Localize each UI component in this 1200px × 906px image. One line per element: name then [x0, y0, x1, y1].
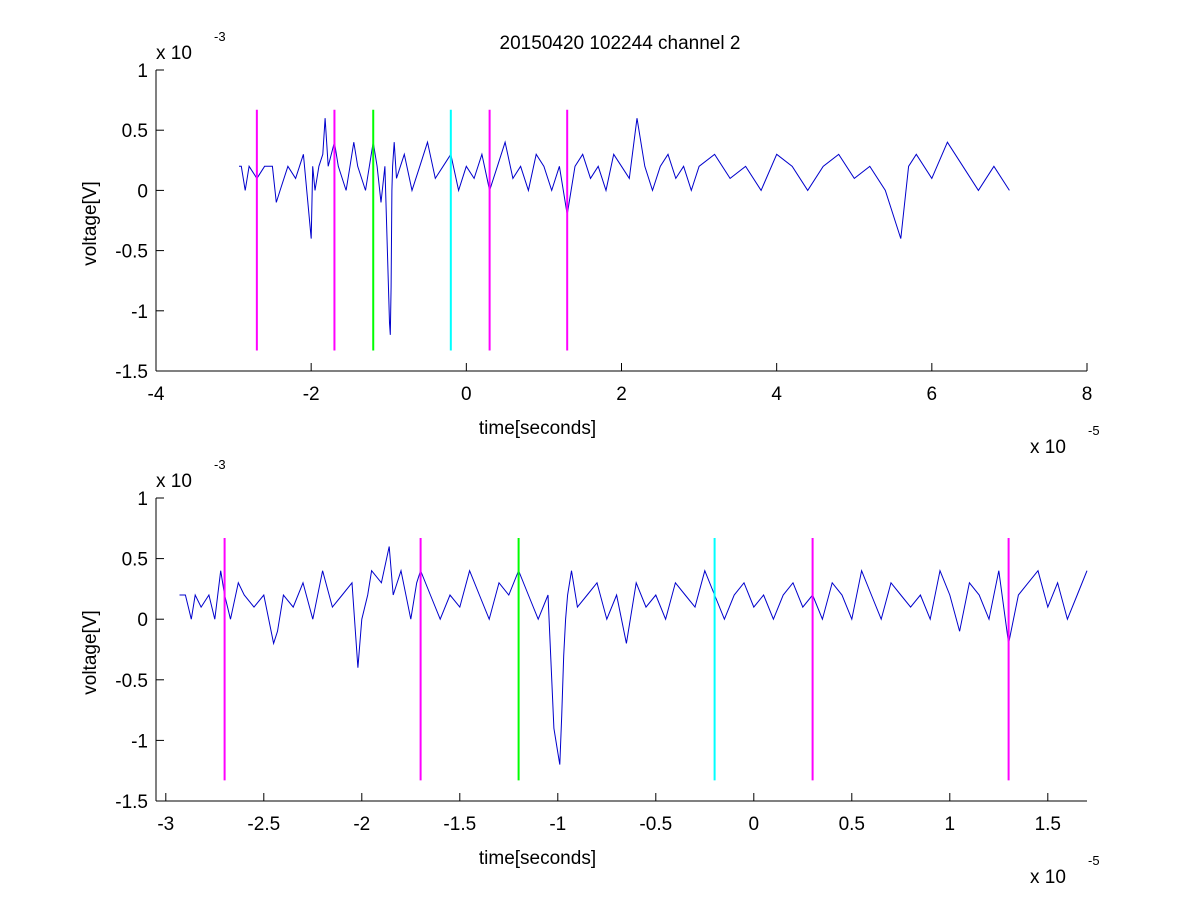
y-tick-label: 1 [137, 489, 148, 510]
x-tick-label: -2.5 [247, 814, 280, 835]
x-tick-label: 1.5 [1035, 814, 1061, 835]
x-tick-label: -4 [148, 384, 165, 405]
x-exponent-superscript: -5 [1088, 423, 1100, 438]
chart-panel-1: -4 -2 0 2 4 6 8 -1.5 -1 -0.5 0 0.5 1 time[seconds] vol… [80, 29, 1100, 458]
x-exponent-label: x 10 [1030, 867, 1066, 888]
y-exponent-superscript: -3 [214, 29, 226, 44]
x-tick-label: -0.5 [639, 814, 672, 835]
y-tick-label: -1.5 [115, 792, 148, 813]
x-tick-label: -2 [303, 384, 320, 405]
y-tick-label: -0.5 [115, 671, 148, 692]
x-tick-label: 1 [945, 814, 956, 835]
y-tick-label: 0.5 [122, 550, 148, 571]
y-tick-label: -1 [131, 731, 148, 752]
y-exponent-label: x 10 [156, 471, 192, 492]
x-exponent-superscript: -5 [1088, 853, 1100, 868]
x-tick-label: 0 [749, 814, 760, 835]
y-axis-label: voltage[V] [80, 181, 101, 266]
x-axis-label: time[seconds] [479, 418, 596, 439]
x-tick-label: -2 [353, 814, 370, 835]
y-tick-label: 1 [137, 61, 148, 82]
y-tick-label: 0 [137, 610, 148, 631]
y-tick-label: 0 [137, 181, 148, 202]
x-axis-label: time[seconds] [479, 848, 596, 869]
y-tick-label: -1.5 [115, 362, 148, 383]
chart-title: 20150420 102244 channel 2 [500, 33, 741, 54]
x-tick-label: -1 [549, 814, 566, 835]
y-tick-label: -1 [131, 302, 148, 323]
x-tick-label: 4 [771, 384, 782, 405]
x-tick-label: 0 [461, 384, 472, 405]
x-exponent-label: x 10 [1030, 437, 1066, 458]
x-tick-label: 2 [616, 384, 627, 405]
x-tick-label: -3 [157, 814, 174, 835]
y-axis-label: voltage[V] [80, 610, 101, 695]
x-tick-label: 6 [927, 384, 938, 405]
x-tick-label: 8 [1082, 384, 1093, 405]
y-exponent-label: x 10 [156, 43, 192, 64]
signal-trace [179, 546, 1088, 765]
x-tick-label: 0.5 [839, 814, 865, 835]
signal-trace [239, 118, 1010, 335]
x-tick-label: -1.5 [443, 814, 476, 835]
y-exponent-superscript: -3 [214, 457, 226, 472]
y-tick-label: 0.5 [122, 121, 148, 142]
y-tick-label: -0.5 [115, 242, 148, 263]
chart-panel-2: -3 -2.5 -2 -1.5 -1 -0.5 0 0.5 1 1.5 -1.5 -1 -0.5 0 0.5… [80, 457, 1100, 888]
